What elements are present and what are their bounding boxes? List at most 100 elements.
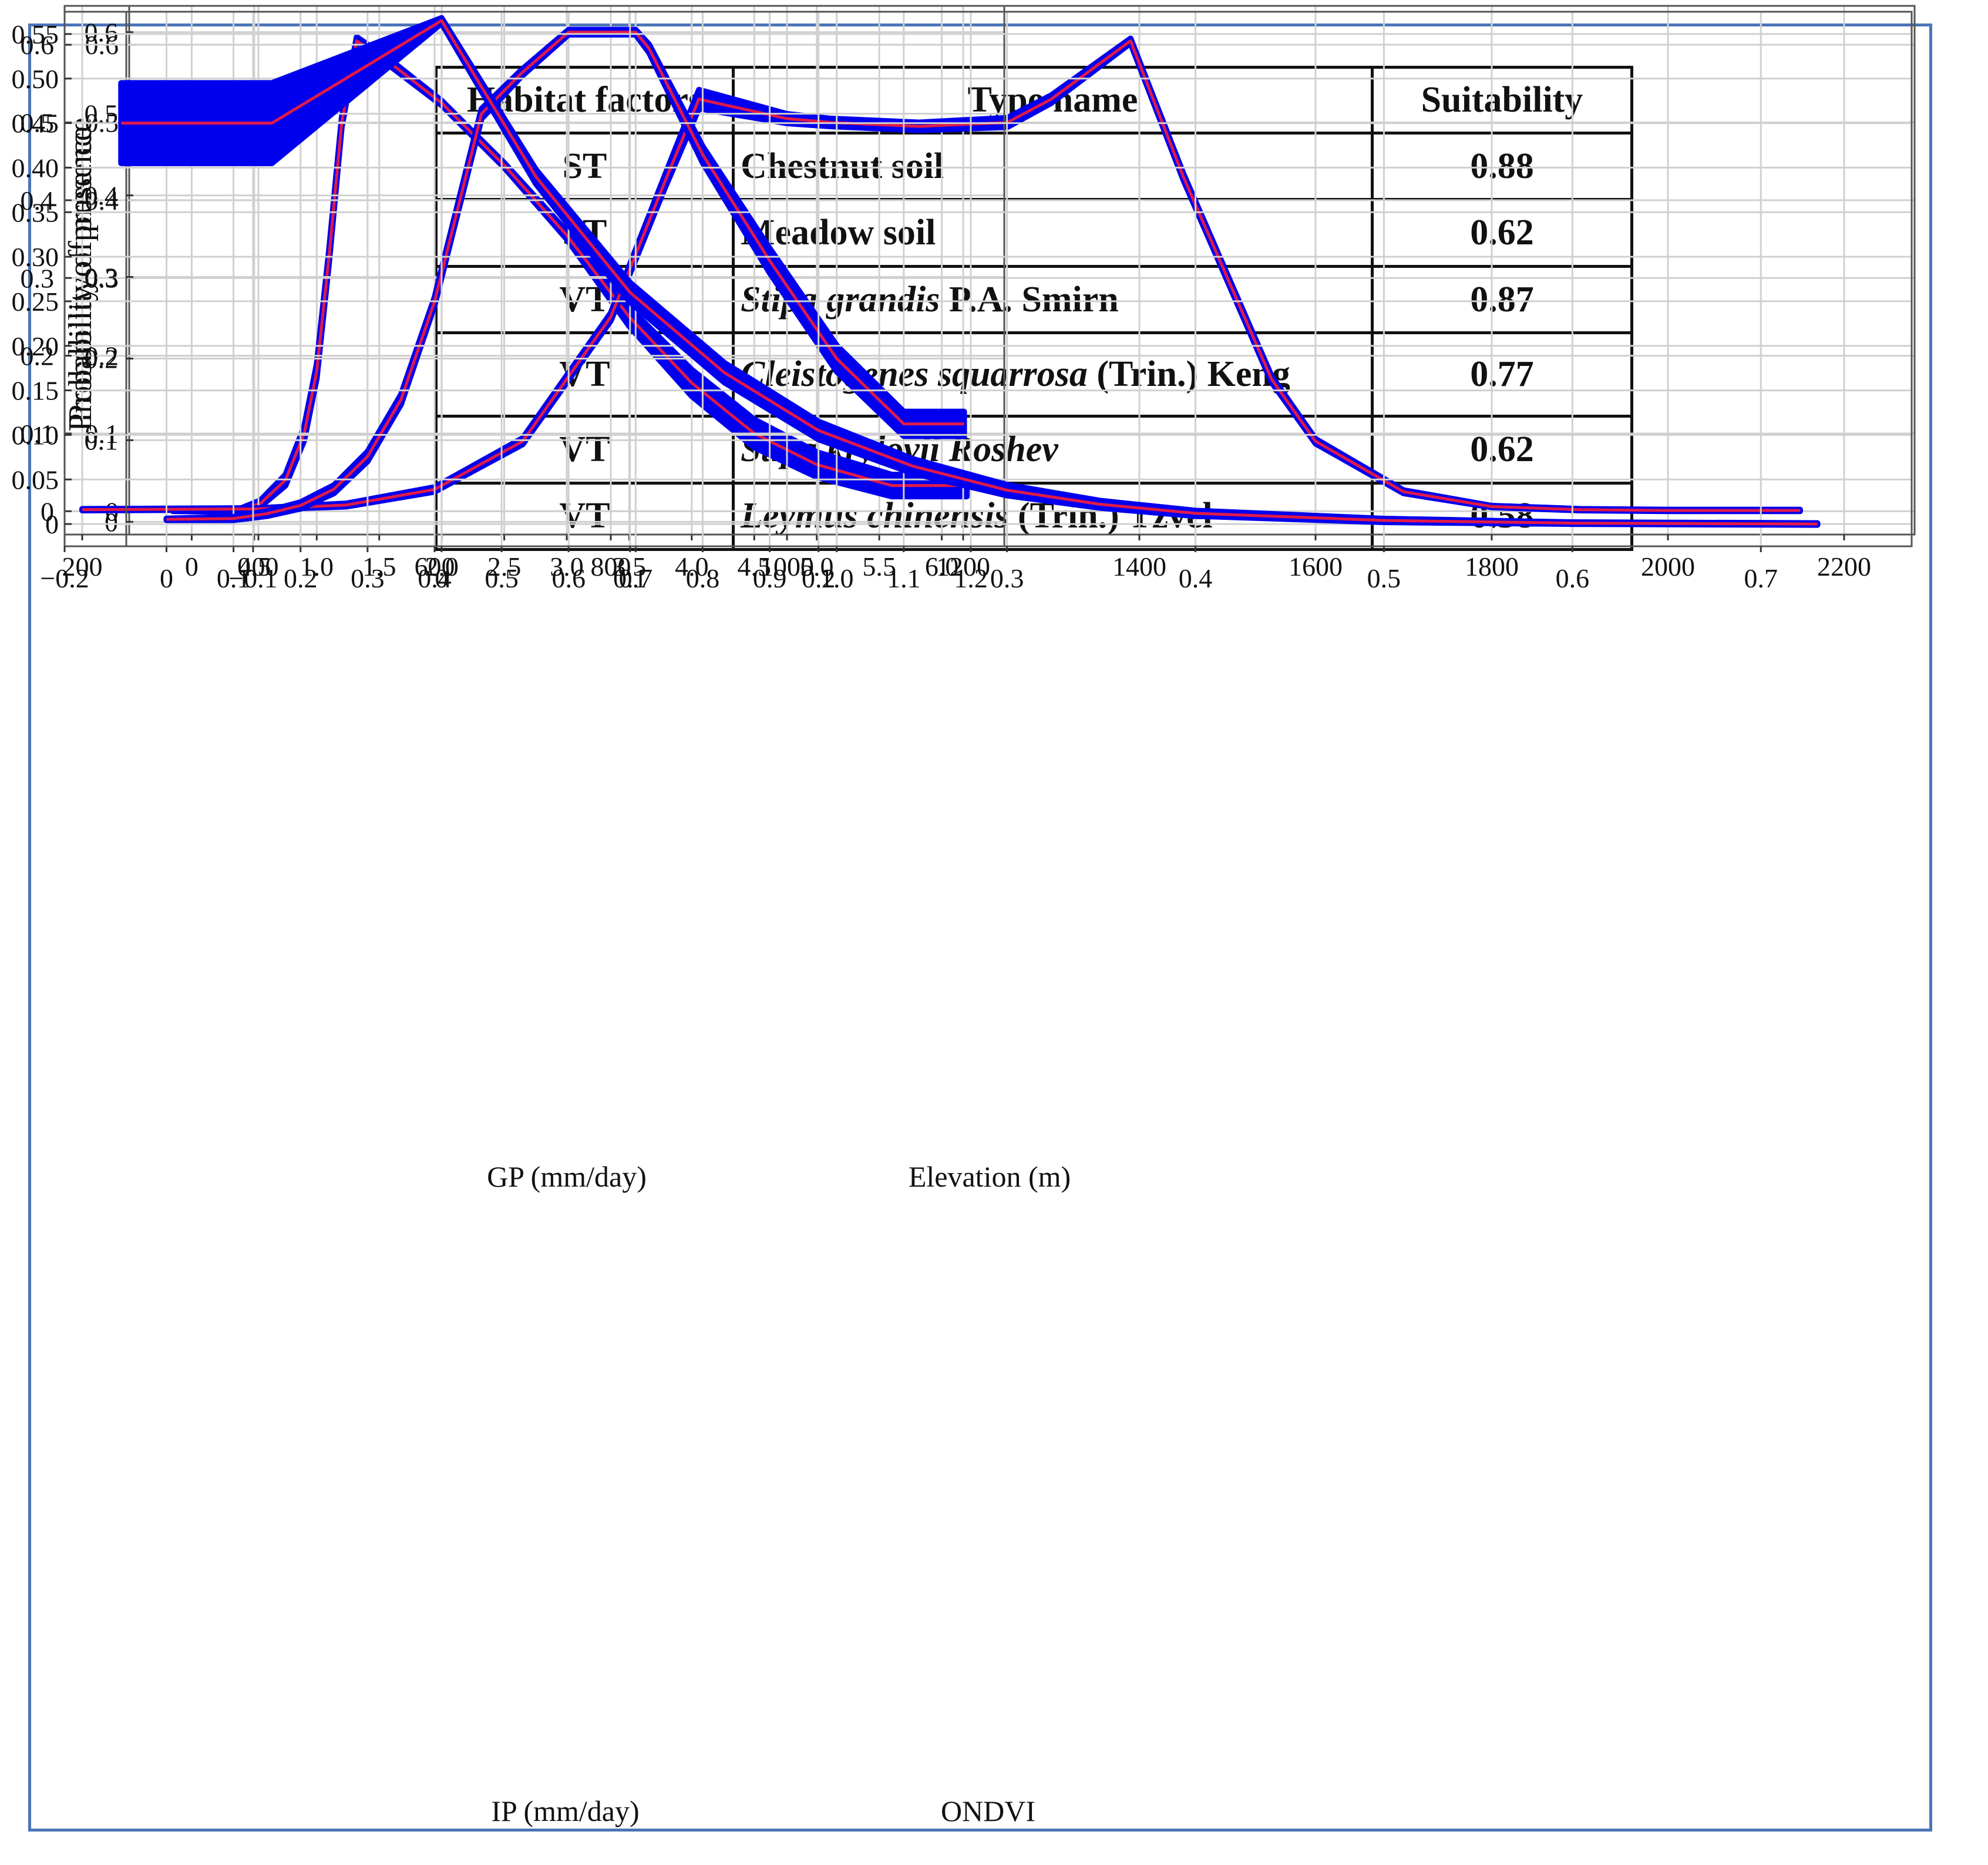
y-tick-label: 0 (45, 509, 59, 539)
x-tick-label: 1800 (1465, 552, 1519, 582)
cell-habitat-factor: VT (435, 481, 735, 552)
x-tick-label: 0.7 (1744, 563, 1778, 593)
y-tick-label: 0.3 (85, 263, 119, 293)
y-tick-label: 0.4 (85, 181, 119, 211)
x-tick-label: 0.4 (1179, 563, 1213, 593)
y-tick-label: 0.1 (21, 419, 55, 449)
x-axis-title: IP (mm/day) (491, 1795, 639, 1827)
x-axis-title: ONDVI (941, 1795, 1035, 1827)
species-name-italic: Cleistogenes squarrosa (741, 354, 1088, 395)
x-tick-label: 5.0 (800, 552, 834, 582)
x-tick-label: 0 (160, 563, 173, 593)
y-tick-label: 0.20 (12, 331, 59, 361)
y-tick-label: 0.15 (12, 376, 59, 406)
y-tick-label: 0.3 (21, 263, 55, 293)
ondvi-chart: −0.2 −0.1 0 0.1 0.2 0.3 0.4 0.5 0.6 0.700.050.100… (12, 11, 1913, 1827)
mean-response-line (166, 31, 964, 521)
x-tick-label: 3.5 (613, 552, 647, 582)
y-tick-label: 0.2 (21, 341, 55, 371)
y-tick-label: 0.6 (85, 18, 119, 48)
x-tick-label: 5.5 (862, 552, 896, 582)
x-tick-label: 0.7 (619, 563, 653, 593)
confidence-band (163, 26, 967, 523)
type-name-text: P.A. Smirn (940, 279, 1119, 320)
x-tick-label: 1.5 (362, 552, 396, 582)
y-tick-label: 0.2 (85, 344, 119, 374)
y-tick-label: 0.30 (12, 242, 59, 272)
x-tick-label: 4.0 (675, 552, 709, 582)
x-tick-label: 200 (62, 552, 103, 582)
y-tick-label: 0.05 (12, 465, 59, 495)
table-row: VT Stipa grandis P.A. Smirn 0.87 (435, 264, 1633, 335)
x-tick-label: 0.8 (686, 563, 720, 593)
y-tick-label: 0.25 (12, 287, 59, 317)
cell-type-name: Chestnut soil (732, 131, 1374, 201)
x-tick-label: 0.9 (753, 563, 787, 593)
x-tick-label: 1.1 (887, 563, 921, 593)
y-tick-label: 0 (105, 507, 118, 537)
x-tick-label: 600 (415, 552, 455, 582)
x-tick-label: 2.5 (487, 552, 522, 582)
y-tick-label: 0.40 (12, 153, 59, 183)
x-tick-label: 1000 (760, 552, 814, 582)
type-name-text: (Trin.) Keng (1087, 354, 1290, 395)
x-tick-label: 4.5 (738, 552, 772, 582)
y-tick-label: 0.50 (12, 64, 59, 94)
x-tick-label: 0.3 (351, 563, 385, 593)
y-tick-label: 0.55 (12, 19, 59, 49)
ip-chart: 0 0.1 0.2 0.3 0.4 0.5 0.6 0.7 0.8 0.9 1.0 1.1 1.200.… (62, 11, 1005, 1827)
table-row: VT Leymus chinensis (Trin.) Tzvel 0.58 (435, 481, 1633, 552)
x-tick-label: 0.5 (485, 563, 519, 593)
species-name-italic: Stipa grandis (741, 279, 940, 320)
cell-suitability: 0.62 (1371, 415, 1633, 485)
x-tick-label: 0.1 (217, 563, 251, 593)
x-axis-title: GP (mm/day) (487, 1160, 647, 1193)
y-tick-label: 0.1 (85, 425, 119, 455)
x-tick-label: 2000 (1641, 552, 1695, 582)
x-tick-label: 0.5 (237, 552, 271, 582)
x-tick-label: 2200 (1817, 552, 1871, 582)
y-tick-label: 0.4 (21, 186, 55, 216)
x-tick-label: 6.0 (925, 552, 959, 582)
x-tick-label: −0.2 (40, 563, 89, 593)
plot-frame (63, 11, 1913, 547)
y-tick-label: 0.6 (21, 30, 55, 60)
x-tick-label: 0.4 (418, 563, 452, 593)
cell-type-name: Stipa grandis P.A. Smirn (732, 264, 1374, 335)
x-tick-label: 1400 (1112, 552, 1166, 582)
x-tick-label: 0.1 (613, 563, 647, 593)
y-tick-label: 0.5 (85, 99, 119, 129)
confidence-band (118, 15, 1821, 528)
table-row: ST Chestnut soil 0.88 (435, 131, 1633, 201)
x-tick-label: 0 (185, 552, 199, 582)
gp-chart: 00.51.01.52.02.53.03.54.04.55.05.56.000.… (62, 5, 1005, 1193)
cell-suitability: 0.88 (1371, 131, 1633, 201)
y-tick-label: 0.10 (12, 420, 59, 450)
x-tick-label: 800 (591, 552, 631, 582)
x-tick-label: 0.2 (284, 563, 317, 593)
x-tick-label: 1.2 (954, 563, 988, 593)
x-tick-label: 1200 (936, 552, 990, 582)
x-axis-title: Elevation (m) (909, 1160, 1071, 1193)
cell-habitat-factor: VT (435, 415, 735, 485)
y-tick-label: 0.45 (12, 109, 59, 139)
x-tick-label: 1.0 (820, 563, 854, 593)
y-tick-label: 0 (41, 496, 54, 526)
x-tick-label: 0.3 (990, 563, 1024, 593)
x-tick-label: 0.5 (1367, 563, 1401, 593)
type-name-text: Chestnut soil (741, 146, 944, 186)
x-tick-label: 3.0 (550, 552, 584, 582)
y-axis-title: Probability of presence (62, 126, 99, 431)
x-tick-label: 0.2 (802, 563, 836, 593)
species-name-italic: Leymus chinensis (741, 496, 1009, 536)
x-tick-label: 1600 (1289, 552, 1343, 582)
elevation-chart: 200 400 600 800 1000 1200 1400 1600 1800 2000 2200… (21, 5, 1916, 1193)
x-tick-label: 0 (435, 563, 448, 593)
x-tick-label: −0.1 (228, 563, 277, 593)
x-tick-label: 400 (238, 552, 279, 582)
y-tick-label: 0.35 (12, 197, 59, 227)
x-tick-label: 1.0 (300, 552, 334, 582)
figure-frame (28, 23, 1932, 1832)
x-tick-label: 0.6 (1556, 563, 1590, 593)
table-row: VT Stipa krylovii Roshev 0.62 (435, 415, 1633, 485)
